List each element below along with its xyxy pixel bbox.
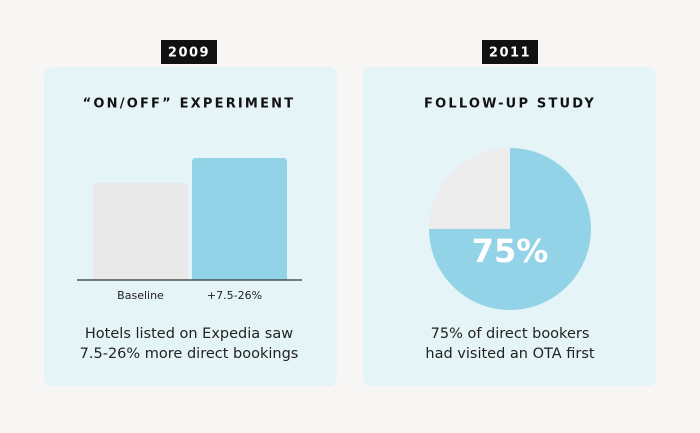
panel-title: FOLLOW-UP STUDY bbox=[424, 97, 596, 112]
year-label: 2009 bbox=[168, 46, 210, 61]
caption: 7.5-26% more direct bookings bbox=[80, 346, 299, 362]
caption: Hotels listed on Expedia saw bbox=[85, 326, 293, 342]
x-tick-label: +7.5-26% bbox=[207, 289, 262, 302]
data-label: 75% bbox=[472, 232, 549, 270]
panel bbox=[44, 67, 337, 386]
caption: 75% of direct bookers bbox=[431, 326, 590, 342]
bar bbox=[93, 183, 188, 280]
year-badge bbox=[161, 40, 217, 64]
caption: had visited an OTA first bbox=[425, 346, 595, 362]
panel-title: “ON/OFF” EXPERIMENT bbox=[83, 97, 296, 112]
year-label: 2011 bbox=[489, 46, 531, 61]
bar bbox=[192, 158, 287, 280]
x-tick-label: Baseline bbox=[117, 289, 164, 302]
pie-slice bbox=[429, 148, 510, 229]
year-badge bbox=[482, 40, 538, 64]
